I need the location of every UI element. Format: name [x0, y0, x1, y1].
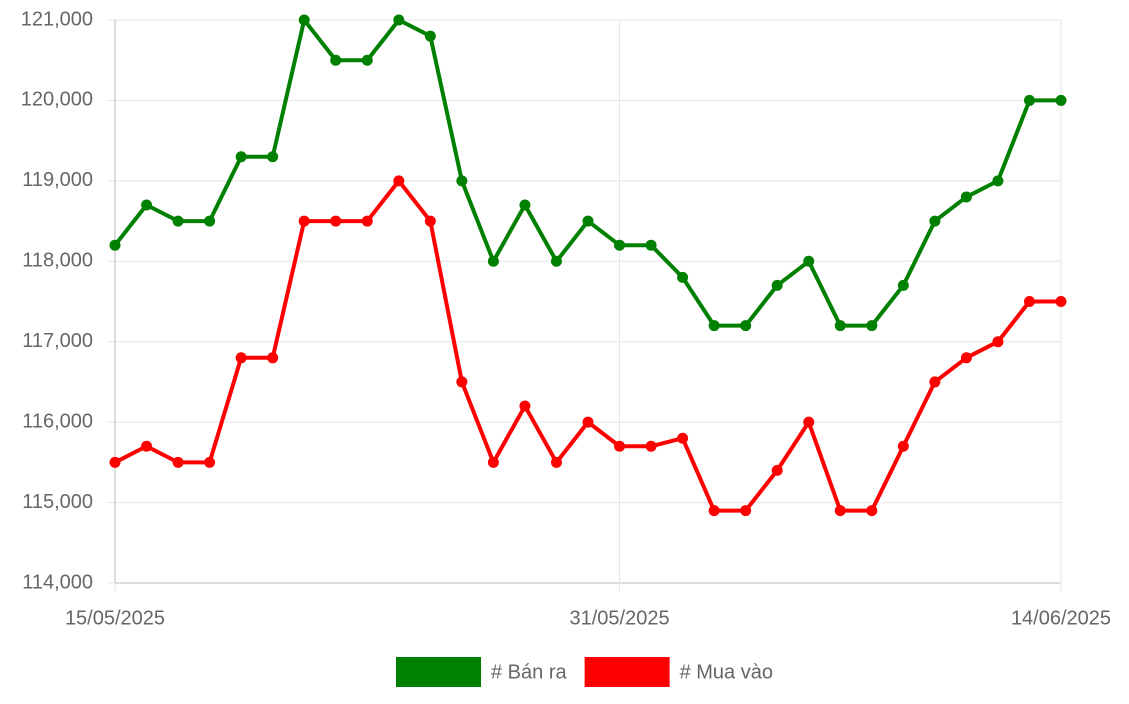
data-point — [771, 279, 783, 291]
data-point — [803, 416, 815, 428]
data-point — [487, 255, 499, 267]
x-tick-label: 14/06/2025 — [1011, 607, 1111, 629]
data-point — [172, 215, 184, 227]
y-tick-label: 119,000 — [22, 169, 93, 191]
y-tick-label: 115,000 — [22, 491, 93, 513]
y-tick-label: 114,000 — [22, 571, 93, 593]
x-tick-label: 31/05/2025 — [569, 607, 669, 629]
data-point — [677, 432, 689, 444]
y-tick-label: 120,000 — [21, 89, 93, 111]
x-tick-label: 15/05/2025 — [65, 607, 165, 629]
data-point — [393, 14, 405, 26]
data-point — [992, 336, 1004, 348]
legend-swatch — [396, 657, 482, 687]
data-point — [582, 215, 594, 227]
data-point — [330, 215, 342, 227]
data-point — [330, 54, 342, 66]
data-point — [519, 400, 531, 412]
data-point — [550, 456, 562, 468]
series-line — [113, 18, 1061, 328]
data-point — [645, 239, 657, 251]
data-point — [1023, 296, 1035, 307]
data-point — [897, 440, 909, 452]
data-point — [897, 279, 909, 291]
data-point — [204, 456, 216, 468]
data-point — [141, 199, 153, 211]
legend-label: # Mua vào — [680, 661, 773, 683]
data-point — [519, 199, 531, 211]
data-point — [929, 376, 941, 388]
data-point — [298, 215, 310, 227]
legend-swatch — [584, 657, 670, 687]
data-point — [708, 320, 720, 332]
data-point — [645, 440, 657, 452]
data-point — [393, 175, 405, 187]
data-point — [109, 239, 121, 251]
data-point — [204, 215, 216, 227]
data-point — [614, 440, 626, 452]
data-point — [992, 175, 1004, 187]
data-point — [456, 175, 468, 187]
data-point — [235, 352, 247, 364]
data-point — [834, 320, 846, 332]
data-point — [487, 456, 499, 468]
data-point — [677, 271, 689, 283]
data-point — [708, 505, 720, 517]
data-point — [550, 255, 562, 267]
data-point — [298, 14, 310, 26]
data-point — [172, 456, 184, 468]
series-line — [114, 178, 1061, 513]
y-tick-label: 118,000 — [22, 250, 93, 272]
data-point — [267, 352, 279, 364]
data-point — [1023, 94, 1035, 106]
data-point — [740, 505, 752, 517]
y-tick-label: 117,000 — [22, 330, 93, 352]
data-point — [929, 215, 941, 227]
data-point — [834, 505, 846, 517]
legend-label: # Bán ra — [491, 661, 567, 683]
data-point — [960, 191, 972, 203]
data-point — [424, 30, 436, 42]
data-point — [960, 352, 972, 364]
data-point — [1055, 94, 1067, 106]
data-point — [361, 54, 373, 66]
data-point — [456, 376, 468, 388]
data-point — [141, 440, 153, 452]
data-point — [866, 505, 878, 517]
data-point — [424, 215, 436, 227]
data-point — [803, 255, 815, 267]
y-tick-label: 116,000 — [22, 410, 93, 432]
data-point — [582, 416, 594, 428]
y-tick-label: 121,000 — [21, 8, 93, 30]
data-point — [267, 151, 279, 163]
data-point — [866, 320, 878, 332]
data-point — [1055, 296, 1067, 307]
data-point — [235, 151, 247, 163]
data-point — [361, 215, 373, 227]
data-point — [740, 320, 752, 332]
data-point — [771, 464, 783, 476]
data-point — [614, 239, 626, 251]
data-point — [109, 456, 121, 468]
